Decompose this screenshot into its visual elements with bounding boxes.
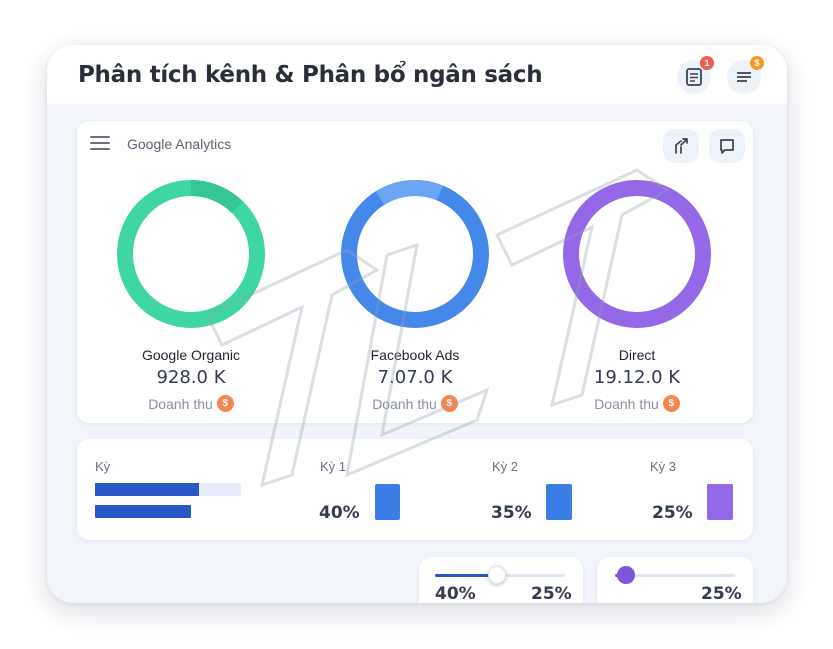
budget-slider-1[interactable] <box>435 566 565 584</box>
period-bar-2 <box>95 505 191 518</box>
coin-icon: $ <box>216 395 234 412</box>
export-icon <box>675 138 688 154</box>
revenue-row: Doanh thu $ <box>335 395 495 412</box>
donut-google-organic <box>117 180 265 328</box>
period-label-2: Kỳ 2 <box>492 459 519 474</box>
period-percent-1: 40% <box>319 503 360 523</box>
coin-icon: $ <box>440 395 458 412</box>
period-bar-k3 <box>707 484 733 520</box>
filter-icon <box>737 72 751 82</box>
channel-name: Facebook Ads <box>370 347 460 363</box>
slider-right-percent: 25% <box>701 584 742 603</box>
period-heading: Kỳ <box>95 459 111 474</box>
revenue-row: Doanh thu $ <box>111 395 271 412</box>
page-header: Phân tích kênh & Phân bổ ngân sách 1 $ <box>47 45 787 105</box>
channel-name: Direct <box>618 347 656 363</box>
revenue-row: Doanh thu $ <box>557 395 717 412</box>
channel-value: 928.0 K <box>156 367 226 388</box>
export-button[interactable] <box>663 129 699 163</box>
filter-button[interactable]: $ <box>727 56 764 94</box>
revenue-label: Doanh thu <box>594 395 659 412</box>
channel-name: Google Organic <box>141 347 241 363</box>
channel-value: 19.12.0 K <box>593 367 681 388</box>
slider-thumb[interactable] <box>617 566 635 584</box>
revenue-label: Doanh thu <box>148 395 213 412</box>
period-card: Kỳ Kỳ 1 40% Kỳ 2 35% Kỳ 3 25% <box>77 439 753 540</box>
slider-right-percent: 25% <box>531 584 572 603</box>
donut-facebook-ads <box>341 180 489 328</box>
fullscreen-button[interactable] <box>709 129 745 163</box>
report-button[interactable]: 1 <box>677 56 714 94</box>
period-percent-3: 25% <box>652 503 693 523</box>
period-label-3: Kỳ 3 <box>650 459 677 474</box>
channel-direct[interactable]: Direct 19.12.0 K Doanh thu $ <box>557 179 717 419</box>
channel-facebook-ads[interactable]: Facebook Ads 7.07.0 K Doanh thu $ <box>335 179 495 419</box>
period-percent-2: 35% <box>491 503 532 523</box>
window-icon <box>720 139 734 154</box>
donut-direct <box>563 180 711 328</box>
budget-slider-card-2: 25% <box>597 557 753 603</box>
channel-value: 7.07.0 K <box>377 367 453 388</box>
currency-badge: $ <box>750 56 764 70</box>
analytics-card: Google Analytics Google Organic 928.0 K … <box>77 121 753 423</box>
period-label-1: Kỳ 1 <box>320 459 347 474</box>
period-bar-1 <box>95 483 241 496</box>
menu-icon[interactable] <box>90 135 110 151</box>
slider-left-percent: 40% <box>435 584 476 603</box>
budget-slider-2[interactable] <box>615 566 735 584</box>
analytics-source-label: Google Analytics <box>127 136 232 152</box>
notification-badge: 1 <box>700 56 714 70</box>
page-title: Phân tích kênh & Phân bổ ngân sách <box>78 62 543 88</box>
period-bar-k2 <box>546 484 572 520</box>
channel-google-organic[interactable]: Google Organic 928.0 K Doanh thu $ <box>111 179 271 419</box>
app-window: Phân tích kênh & Phân bổ ngân sách 1 $ G… <box>47 45 787 603</box>
revenue-label: Doanh thu <box>372 395 437 412</box>
coin-icon: $ <box>662 395 680 412</box>
slider-thumb[interactable] <box>488 566 506 584</box>
period-bar-k1 <box>375 484 400 520</box>
report-icon <box>686 68 702 86</box>
budget-slider-card-1: 40% 25% <box>419 557 583 603</box>
